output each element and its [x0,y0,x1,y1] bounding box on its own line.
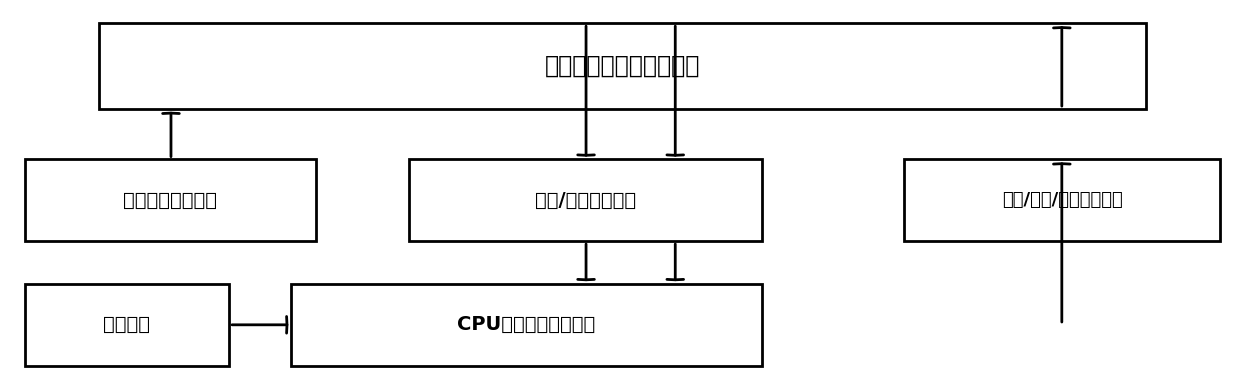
Text: 温度采样: 温度采样 [104,315,150,334]
FancyBboxPatch shape [904,159,1220,241]
FancyBboxPatch shape [25,159,316,241]
FancyBboxPatch shape [409,159,762,241]
FancyBboxPatch shape [25,284,229,366]
Text: 双闭环恒流恒压开关电源: 双闭环恒流恒压开关电源 [545,54,700,78]
Text: 过压/反接/高温保护电路: 过压/反接/高温保护电路 [1002,191,1123,209]
FancyBboxPatch shape [99,23,1146,109]
Text: 初级高温保护电路: 初级高温保护电路 [124,191,217,210]
Text: CPU（电源管理系统）: CPU（电源管理系统） [457,315,596,334]
Text: 电压/电流采样电路: 电压/电流采样电路 [535,191,636,210]
FancyBboxPatch shape [291,284,762,366]
